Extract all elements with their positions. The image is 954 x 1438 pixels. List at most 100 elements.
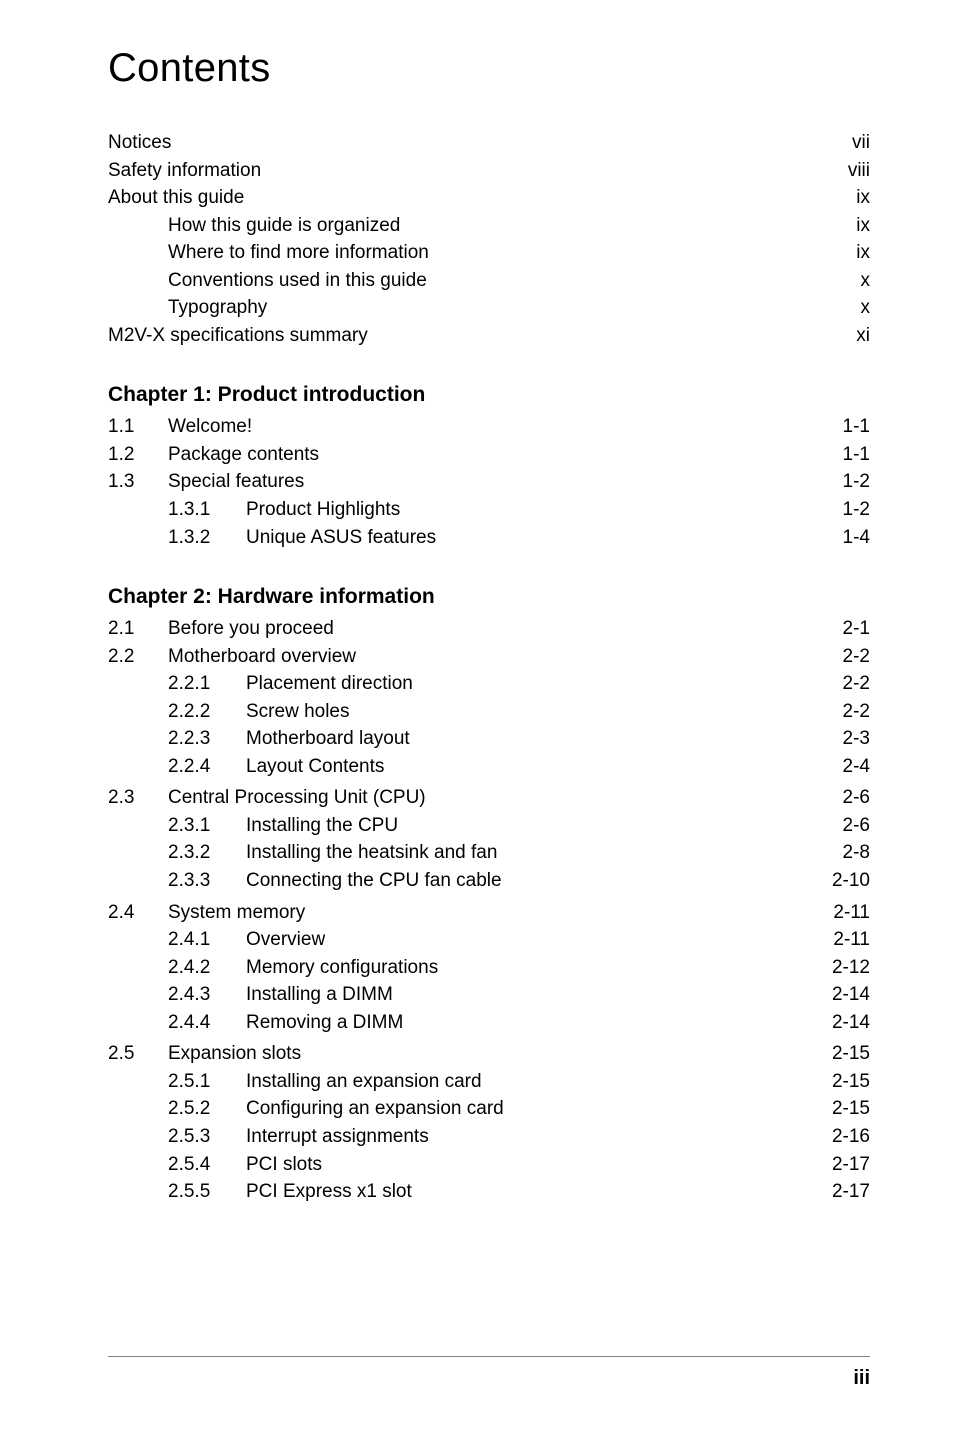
toc-number: 2.2.3: [168, 725, 246, 753]
toc-label: How this guide is organized: [168, 212, 400, 240]
toc-label: Installing an expansion card: [246, 1068, 482, 1096]
footer-rule: [108, 1356, 870, 1357]
toc-page: 2-10: [827, 867, 870, 895]
toc-line: 1.1Welcome! 1-1: [108, 413, 870, 441]
toc-page: 1-1: [837, 441, 870, 469]
chapters-block: Chapter 1: Product introduction 1.1Welcom…: [108, 383, 870, 1219]
toc-number: 1.3.1: [168, 496, 246, 524]
toc-page: viii: [843, 157, 870, 185]
toc-page: xi: [851, 322, 870, 350]
toc-label: Where to find more information: [168, 239, 429, 267]
toc-label: Removing a DIMM: [246, 1009, 403, 1037]
toc-label: Conventions used in this guide: [168, 267, 427, 295]
toc-label: Central Processing Unit (CPU): [168, 784, 426, 812]
spacer: [108, 1206, 870, 1220]
toc-line: M2V-X specifications summary xi: [108, 322, 870, 350]
toc-line: 1.3.1Product Highlights 1-2: [108, 496, 870, 524]
toc-number: 2.2.2: [168, 698, 246, 726]
toc-number: 2.4.2: [168, 954, 246, 982]
toc-number: 2.5: [108, 1040, 168, 1068]
toc-page: 2-14: [827, 1009, 870, 1037]
toc-number: 1.3.2: [168, 524, 246, 552]
toc-page: ix: [851, 184, 870, 212]
toc-page: 2-6: [837, 812, 870, 840]
toc-line: Safety information viii: [108, 157, 870, 185]
toc-label: Motherboard layout: [246, 725, 410, 753]
footer: iii: [108, 1356, 870, 1390]
toc-number: 1.3: [108, 468, 168, 496]
toc-line: 2.5.5PCI Express x1 slot 2-17: [108, 1178, 870, 1206]
toc-page: 2-15: [827, 1095, 870, 1123]
toc-label: Before you proceed: [168, 615, 334, 643]
toc-page: 1-2: [837, 468, 870, 496]
toc-line: 2.2.1Placement direction 2-2: [108, 670, 870, 698]
toc-page: 2-8: [837, 839, 870, 867]
toc-number: 2.4.4: [168, 1009, 246, 1037]
toc-number: 1.1: [108, 413, 168, 441]
toc-page: x: [855, 267, 870, 295]
toc-line: How this guide is organized ix: [108, 212, 870, 240]
toc-number: 2.5.3: [168, 1123, 246, 1151]
toc-label: Safety information: [108, 157, 261, 185]
page-number: iii: [108, 1367, 870, 1390]
toc-label: Connecting the CPU fan cable: [246, 867, 502, 895]
toc-line: 2.2.2Screw holes 2-2: [108, 698, 870, 726]
toc-page: 2-4: [837, 753, 870, 781]
toc-page: 2-2: [837, 670, 870, 698]
toc-number: 2.3.1: [168, 812, 246, 840]
toc-label: Special features: [168, 468, 304, 496]
toc-page: vii: [847, 129, 870, 157]
toc-label: Motherboard overview: [168, 643, 356, 671]
toc-number: 2.3.2: [168, 839, 246, 867]
toc-page: 2-2: [837, 698, 870, 726]
toc-label: Installing the CPU: [246, 812, 398, 840]
toc-line: 2.3.1Installing the CPU 2-6: [108, 812, 870, 840]
page: Contents Notices viiSafety information v…: [0, 0, 954, 1438]
toc-page: 2-11: [828, 926, 870, 954]
toc-page: 2-16: [827, 1123, 870, 1151]
toc-label: Installing a DIMM: [246, 981, 393, 1009]
toc-line: 2.3Central Processing Unit (CPU) 2-6: [108, 784, 870, 812]
toc-page: 2-11: [828, 899, 870, 927]
toc-line: 2.2.3Motherboard layout 2-3: [108, 725, 870, 753]
toc-number: 2.4.3: [168, 981, 246, 1009]
toc-label: PCI slots: [246, 1151, 322, 1179]
toc-label: Notices: [108, 129, 171, 157]
toc-label: Product Highlights: [246, 496, 400, 524]
toc-page: 2-2: [837, 643, 870, 671]
chapter-heading: Chapter 1: Product introduction: [108, 383, 870, 407]
toc-line: 2.4System memory 2-11: [108, 899, 870, 927]
toc-line: 2.3.2Installing the heatsink and fan 2-8: [108, 839, 870, 867]
toc-label: Configuring an expansion card: [246, 1095, 504, 1123]
toc-line: 2.1Before you proceed 2-1: [108, 615, 870, 643]
toc-line: 2.5Expansion slots 2-15: [108, 1040, 870, 1068]
toc-label: System memory: [168, 899, 305, 927]
front-matter-block: Notices viiSafety information viiiAbout …: [108, 129, 870, 349]
toc-line: 2.2Motherboard overview 2-2: [108, 643, 870, 671]
toc-number: 2.5.1: [168, 1068, 246, 1096]
toc-number: 2.2.1: [168, 670, 246, 698]
toc-label: Screw holes: [246, 698, 350, 726]
toc-page: 2-1: [837, 615, 870, 643]
toc-label: Welcome!: [168, 413, 252, 441]
toc-page: 1-4: [837, 524, 870, 552]
toc-page: 2-6: [837, 784, 870, 812]
toc-label: Interrupt assignments: [246, 1123, 429, 1151]
toc-line: 2.4.2Memory configurations 2-12: [108, 954, 870, 982]
toc-label: Installing the heatsink and fan: [246, 839, 497, 867]
chapter-heading: Chapter 2: Hardware information: [108, 585, 870, 609]
toc-number: 2.4.1: [168, 926, 246, 954]
toc-line: 2.2.4Layout Contents 2-4: [108, 753, 870, 781]
toc-number: 2.4: [108, 899, 168, 927]
toc-line: 2.5.4PCI slots 2-17: [108, 1151, 870, 1179]
toc-label: M2V-X specifications summary: [108, 322, 368, 350]
toc-page: 2-12: [827, 954, 870, 982]
toc-page: 2-14: [827, 981, 870, 1009]
toc-label: Package contents: [168, 441, 319, 469]
toc-label: Layout Contents: [246, 753, 384, 781]
toc-number: 2.3.3: [168, 867, 246, 895]
toc-page: 2-17: [827, 1178, 870, 1206]
toc-page: ix: [851, 212, 870, 240]
toc-label: About this guide: [108, 184, 244, 212]
toc-number: 2.1: [108, 615, 168, 643]
